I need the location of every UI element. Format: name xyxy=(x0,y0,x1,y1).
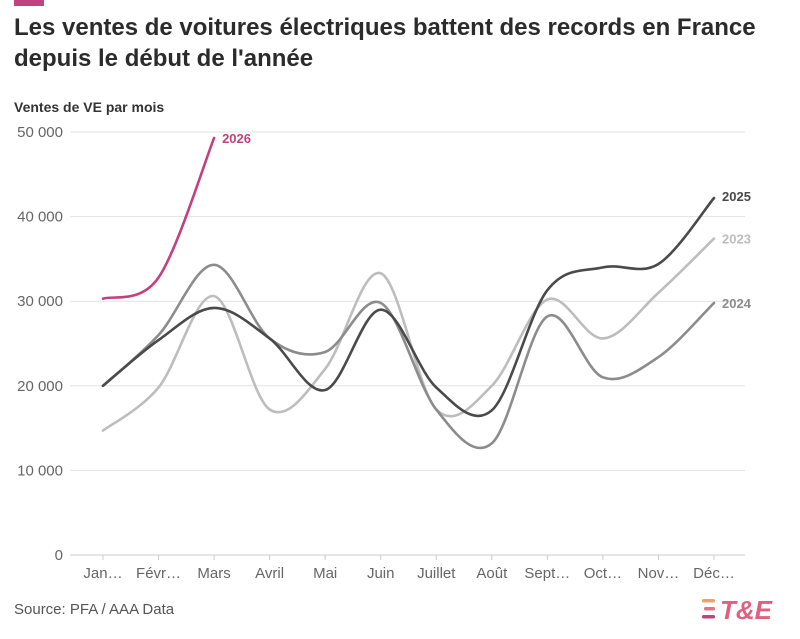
x-tick-label: Jan… xyxy=(83,565,122,582)
accent-bar xyxy=(14,0,44,6)
source-note: Source: PFA / AAA Data xyxy=(14,601,175,618)
series-label-2024: 2024 xyxy=(722,296,752,311)
logo-stripes-icon xyxy=(702,599,715,619)
series-label-2023: 2023 xyxy=(722,232,751,247)
x-tick-label: Juillet xyxy=(417,565,456,582)
series-label-2026: 2026 xyxy=(222,131,251,146)
te-logo: T&E xyxy=(702,595,773,625)
y-tick-label: 30 000 xyxy=(17,293,63,310)
y-tick-label: 20 000 xyxy=(17,378,63,395)
y-tick-label: 50 000 xyxy=(17,124,63,141)
x-tick-label: Août xyxy=(476,565,508,582)
series-line-2024 xyxy=(101,263,716,450)
x-tick-label: Déc… xyxy=(693,565,735,582)
y-axis-label: Ventes de VE par mois xyxy=(14,99,165,115)
chart-title: Les ventes de voitures électriques batte… xyxy=(14,14,756,72)
x-tick-label: Juin xyxy=(367,565,395,582)
y-tick-label: 10 000 xyxy=(17,462,63,479)
series-line-2023 xyxy=(101,237,716,432)
y-tick-label: 40 000 xyxy=(17,209,63,226)
y-tick-label: 0 xyxy=(55,547,63,564)
series-line-2025 xyxy=(101,196,716,418)
x-tick-label: Févr… xyxy=(136,565,181,582)
line-chart: 0 10 000 20 000 30 000 40 000 50 000 Jan… Févr…… xyxy=(17,124,752,582)
x-tick-label: Avril xyxy=(255,565,284,582)
x-tick-label: Oct… xyxy=(584,565,622,582)
series-line-2026 xyxy=(101,136,216,300)
logo-text: T&E xyxy=(720,595,773,625)
x-tick-label: Mars xyxy=(197,565,230,582)
x-tick-label: Nov… xyxy=(638,565,680,582)
x-tick-label: Sept… xyxy=(524,565,570,582)
series-label-2025: 2025 xyxy=(722,189,751,204)
x-tick-label: Mai xyxy=(313,565,337,582)
